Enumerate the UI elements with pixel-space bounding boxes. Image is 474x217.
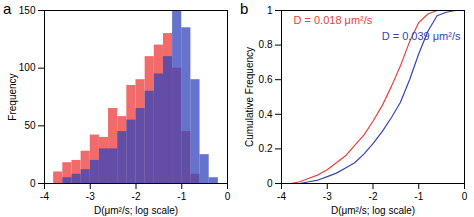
- svg-text:-1: -1: [414, 191, 423, 202]
- svg-text:0.2: 0.2: [259, 143, 273, 154]
- svg-text:50: 50: [24, 120, 36, 131]
- svg-text:-3: -3: [323, 191, 332, 202]
- svg-text:-2: -2: [132, 191, 141, 202]
- svg-text:100: 100: [19, 62, 36, 73]
- svg-text:0: 0: [30, 178, 36, 189]
- svg-text:D(μm²/s; log scale): D(μm²/s; log scale): [94, 205, 178, 216]
- svg-text:0: 0: [225, 191, 231, 202]
- svg-text:D = 0.039 μm²/s: D = 0.039 μm²/s: [382, 30, 461, 42]
- svg-text:D(μm²/s; log scale): D(μm²/s; log scale): [331, 205, 415, 216]
- svg-text:Cumulative Frequency: Cumulative Frequency: [244, 47, 255, 147]
- svg-text:150: 150: [19, 5, 36, 16]
- html-text:a: a: [3, 0, 12, 17]
- svg-text:-2: -2: [369, 191, 378, 202]
- svg-text:0.6: 0.6: [259, 74, 273, 85]
- svg-text:0.4: 0.4: [259, 109, 273, 120]
- svg-text:-3: -3: [86, 191, 95, 202]
- svg-text:0: 0: [462, 191, 468, 202]
- svg-text:-4: -4: [277, 191, 286, 202]
- svg-text:D = 0.018 μm²/s: D = 0.018 μm²/s: [294, 14, 373, 26]
- svg-text:0.8: 0.8: [259, 39, 273, 50]
- svg-text:Frequency: Frequency: [7, 73, 18, 120]
- svg-text:-4: -4: [40, 191, 49, 202]
- svg-text:0: 0: [267, 178, 273, 189]
- html-text:b: b: [240, 0, 249, 17]
- svg-text:1: 1: [267, 5, 273, 16]
- svg-text:-1: -1: [177, 191, 186, 202]
